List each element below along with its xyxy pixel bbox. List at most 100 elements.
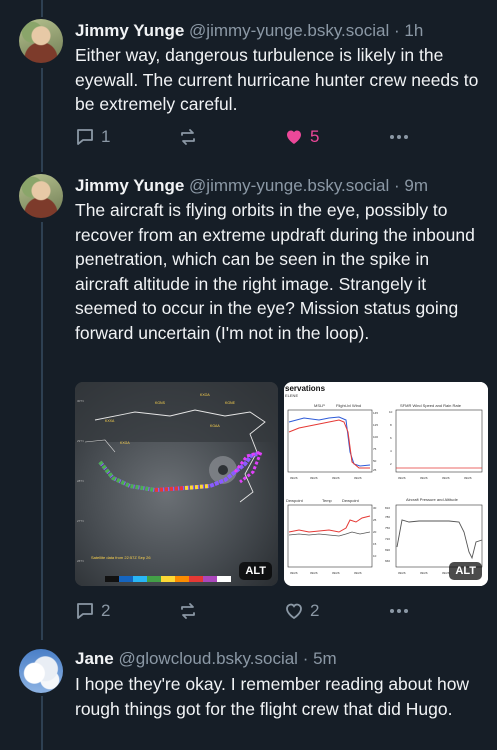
panel-label-flight-wind: Flight-lvl Wind: [336, 403, 361, 408]
post-header: Jane @glowcloud.bsky.social · 5m: [75, 648, 337, 670]
post-actions: 1 5: [75, 127, 485, 151]
avatar[interactable]: [19, 19, 63, 63]
repost-icon: [178, 601, 198, 621]
avatar[interactable]: [19, 649, 63, 693]
svg-text:750: 750: [385, 526, 390, 530]
author-handle[interactable]: @jimmy-yunge.bsky.social: [189, 176, 390, 195]
panel-label-dewpoint-2: Dewpoint: [342, 498, 360, 503]
svg-text:780: 780: [385, 515, 390, 519]
satellite-image[interactable]: KXXA KGNS KXOA KGNE KXGA KGAA 30°N 29°N 28°N 2…: [75, 382, 278, 586]
alt-text-badge[interactable]: ALT: [239, 562, 272, 580]
chart-subtitle: ELENE: [285, 393, 298, 398]
svg-text:KGNS: KGNS: [155, 401, 166, 405]
svg-text:10: 10: [373, 554, 377, 558]
author-handle[interactable]: @glowcloud.bsky.social: [118, 649, 298, 668]
svg-text:2: 2: [390, 462, 392, 466]
svg-text:720: 720: [385, 537, 390, 541]
image-gallery: KXXA KGNS KXOA KGNE KXGA KGAA 30°N 29°N 28°N 2…: [75, 382, 488, 586]
thread-line: [41, 222, 43, 640]
svg-text:09/26: 09/26: [420, 571, 428, 575]
svg-text:29°N: 29°N: [77, 439, 84, 443]
svg-text:26°N: 26°N: [77, 559, 84, 563]
panel-label-mslp: MSLP: [314, 403, 325, 408]
ellipsis-icon: [388, 601, 410, 621]
reply-count: 2: [101, 601, 111, 620]
thread-line: [41, 696, 43, 750]
post-actions: 2 2: [75, 601, 485, 625]
svg-text:KGNE: KGNE: [225, 401, 236, 405]
svg-text:09/26: 09/26: [310, 571, 318, 575]
svg-text:09/26: 09/26: [442, 571, 450, 575]
svg-text:30: 30: [373, 506, 377, 510]
svg-text:8: 8: [390, 423, 392, 427]
ellipsis-icon: [388, 127, 410, 147]
svg-text:09/26: 09/26: [398, 476, 406, 480]
post[interactable]: Jimmy Yunge @jimmy-yunge.bsky.social · 9…: [0, 170, 497, 640]
like-count: 5: [310, 127, 320, 146]
post-header: Jimmy Yunge @jimmy-yunge.bsky.social · 1…: [75, 20, 423, 42]
repost-button[interactable]: [178, 601, 198, 621]
heart-icon: [284, 127, 304, 147]
separator: ·: [393, 21, 400, 40]
svg-text:4: 4: [390, 449, 392, 453]
svg-text:09/26: 09/26: [442, 476, 450, 480]
satellite-caption: Satellite data from 22:57Z Sep 26: [91, 555, 151, 560]
thread-line: [41, 0, 43, 17]
like-button[interactable]: 5: [284, 127, 319, 147]
chart-title: servations: [285, 384, 326, 393]
like-count: 2: [310, 601, 320, 620]
separator: ·: [302, 649, 309, 668]
panel-label-sfmr: SFMR Wind Speed and Rain Rate: [400, 403, 462, 408]
svg-text:KGAA: KGAA: [210, 424, 220, 428]
avatar[interactable]: [19, 174, 63, 218]
alt-text-badge[interactable]: ALT: [449, 562, 482, 580]
svg-text:09/26: 09/26: [290, 571, 298, 575]
more-options-button[interactable]: [388, 601, 410, 621]
thread-line: [41, 68, 43, 172]
post-text: Either way, dangerous turbulence is like…: [75, 45, 479, 114]
timestamp[interactable]: 9m: [404, 176, 429, 195]
svg-text:15: 15: [373, 542, 377, 546]
svg-text:125: 125: [373, 423, 378, 427]
svg-text:09/26: 09/26: [332, 476, 340, 480]
observations-chart-image[interactable]: servations ELENE MSLP Flight-lvl Wind 14…: [284, 382, 488, 586]
reply-icon: [75, 127, 95, 147]
svg-text:660: 660: [385, 559, 390, 563]
reply-count: 1: [101, 127, 111, 146]
repost-icon: [178, 127, 198, 147]
like-button[interactable]: 2: [284, 601, 319, 621]
post[interactable]: Jimmy Yunge @jimmy-yunge.bsky.social · 1…: [0, 0, 497, 170]
svg-text:09/26: 09/26: [398, 571, 406, 575]
author-name[interactable]: Jane: [75, 649, 114, 668]
svg-text:09/26: 09/26: [290, 476, 298, 480]
svg-text:145: 145: [373, 411, 378, 415]
heart-icon: [284, 601, 304, 621]
svg-text:50: 50: [373, 459, 377, 463]
svg-text:09/26: 09/26: [354, 571, 362, 575]
svg-text:09/26: 09/26: [310, 476, 318, 480]
reply-button[interactable]: 2: [75, 601, 110, 621]
svg-text:6: 6: [390, 436, 392, 440]
author-handle[interactable]: @jimmy-yunge.bsky.social: [189, 21, 390, 40]
more-options-button[interactable]: [388, 127, 410, 147]
post[interactable]: Jane @glowcloud.bsky.social · 5m I hope …: [0, 640, 497, 750]
svg-text:75: 75: [373, 447, 377, 451]
timestamp[interactable]: 1h: [404, 21, 424, 40]
svg-text:09/26: 09/26: [354, 476, 362, 480]
svg-text:810: 810: [385, 506, 390, 510]
reply-button[interactable]: 1: [75, 127, 110, 147]
svg-text:KXOA: KXOA: [200, 393, 210, 397]
author-name[interactable]: Jimmy Yunge: [75, 176, 185, 195]
author-name[interactable]: Jimmy Yunge: [75, 21, 185, 40]
svg-text:28°N: 28°N: [77, 479, 84, 483]
panel-label-aircraft-pressure: Aircraft Pressure and Altitude: [406, 497, 459, 502]
svg-text:25: 25: [373, 468, 377, 472]
post-text: I hope they're okay. I remember reading …: [75, 674, 470, 719]
repost-button[interactable]: [178, 127, 198, 147]
svg-text:20: 20: [373, 530, 377, 534]
timestamp[interactable]: 5m: [313, 649, 337, 668]
reply-icon: [75, 601, 95, 621]
svg-text:09/26: 09/26: [332, 571, 340, 575]
svg-text:09/26: 09/26: [420, 476, 428, 480]
panel-label-dewpoint: Dewpoint: [286, 498, 304, 503]
